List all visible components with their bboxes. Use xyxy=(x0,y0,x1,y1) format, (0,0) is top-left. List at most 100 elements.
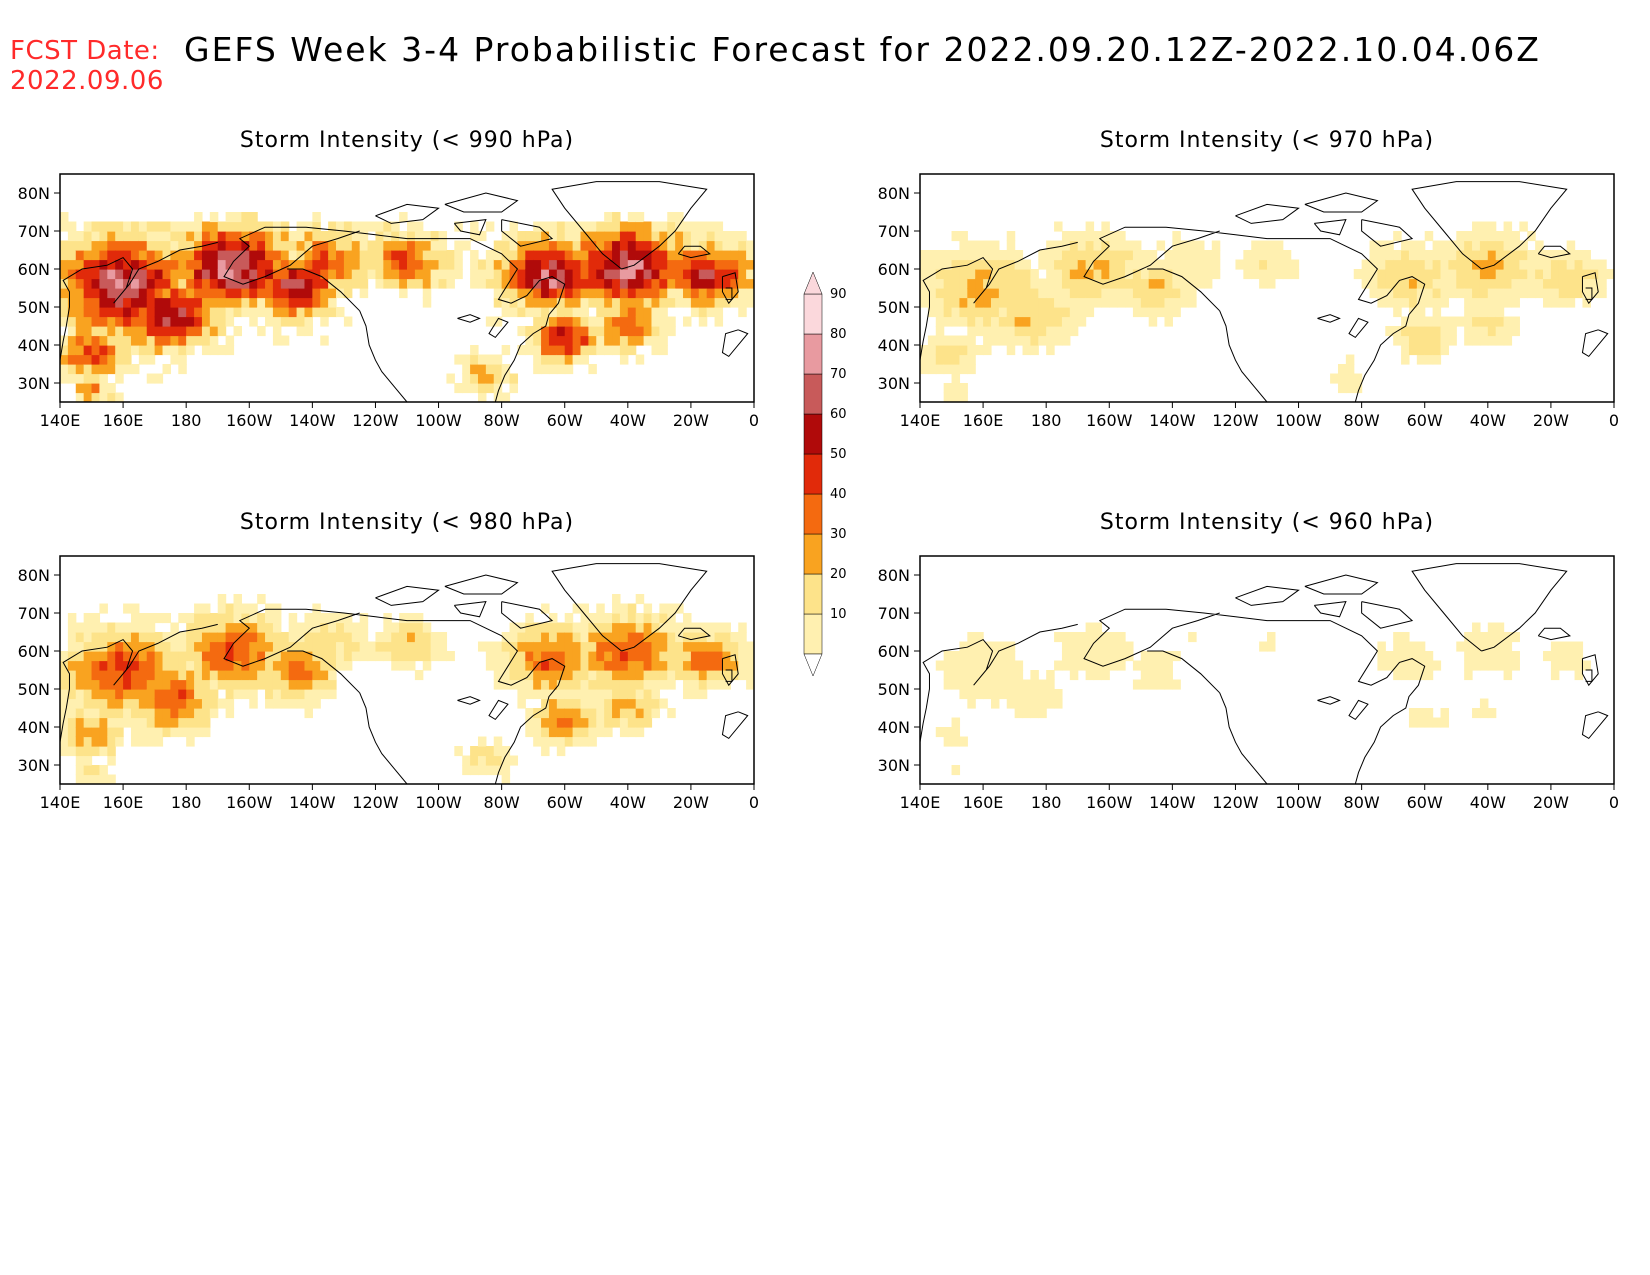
probability-cell xyxy=(998,278,1008,289)
probability-cell xyxy=(651,679,660,690)
probability-cell xyxy=(138,660,148,671)
probability-cell xyxy=(414,651,424,662)
probability-cell xyxy=(627,326,637,337)
probability-cell xyxy=(201,335,211,346)
probability-cell xyxy=(588,240,597,251)
probability-cell xyxy=(580,670,589,681)
probability-cell xyxy=(714,259,724,270)
probability-cell xyxy=(659,641,668,652)
probability-cell xyxy=(1432,259,1442,270)
probability-cell xyxy=(604,651,613,662)
probability-cell xyxy=(83,679,93,690)
probability-cell xyxy=(107,746,116,757)
probability-cell xyxy=(422,660,432,671)
probability-cell xyxy=(146,354,156,365)
probability-cell xyxy=(943,288,953,299)
probability-cell xyxy=(564,717,574,728)
probability-cell xyxy=(154,660,164,671)
probability-cell xyxy=(533,316,542,327)
map-content: 140E 160E 180 160W 140W 120W 100W 80W 60W 40W 20W 0… xyxy=(18,173,759,430)
probability-cell xyxy=(1101,651,1110,662)
probability-cell xyxy=(336,613,345,624)
probability-cell xyxy=(564,679,574,690)
probability-cell xyxy=(596,250,605,261)
probability-cell xyxy=(983,307,992,318)
probability-cell xyxy=(146,307,156,318)
lon-tick-label: 160E xyxy=(103,411,144,430)
probability-cell xyxy=(154,717,164,728)
probability-cell xyxy=(596,335,605,346)
probability-cell xyxy=(162,269,172,280)
probability-cell xyxy=(1085,307,1095,318)
probability-cell xyxy=(1022,326,1032,337)
probability-cell xyxy=(186,717,195,728)
probability-cell xyxy=(1393,288,1402,299)
probability-cell xyxy=(367,240,377,251)
probability-cell xyxy=(233,288,242,299)
probability-cell xyxy=(1069,240,1079,251)
probability-cell xyxy=(115,335,124,346)
probability-cell xyxy=(619,622,629,633)
probability-cell xyxy=(1495,632,1505,643)
probability-cell xyxy=(627,316,637,327)
probability-cell xyxy=(1156,278,1166,289)
probability-cell xyxy=(714,221,724,232)
probability-cell xyxy=(99,288,108,299)
probability-cell xyxy=(375,259,384,270)
probability-cell xyxy=(1393,250,1402,261)
probability-cell xyxy=(470,231,479,242)
probability-cell xyxy=(1109,278,1118,289)
probability-cell xyxy=(304,632,313,643)
probability-cell xyxy=(241,240,250,251)
probability-cell xyxy=(1495,288,1505,299)
probability-cell xyxy=(1267,269,1276,280)
probability-cell xyxy=(706,259,716,270)
probability-cell xyxy=(659,335,668,346)
probability-cell xyxy=(75,231,85,242)
probability-cell xyxy=(1061,316,1071,327)
probability-cell xyxy=(320,278,329,289)
probability-cell xyxy=(556,727,566,738)
probability-cell xyxy=(280,259,290,270)
probability-cell xyxy=(635,651,645,662)
probability-cell xyxy=(1440,717,1449,728)
probability-cell xyxy=(320,689,329,700)
probability-cell xyxy=(1030,278,1039,289)
probability-cell xyxy=(580,297,589,308)
probability-cell xyxy=(1061,278,1071,289)
probability-cell xyxy=(548,670,558,681)
probability-cell xyxy=(588,250,597,261)
probability-cell xyxy=(296,269,306,280)
probability-cell xyxy=(1511,278,1520,289)
probability-cell xyxy=(91,345,101,356)
lon-tick-label: 80W xyxy=(484,793,520,812)
probability-cell xyxy=(130,717,140,728)
coastline xyxy=(287,650,361,694)
probability-cell xyxy=(328,269,337,280)
probability-cell xyxy=(1038,278,1047,289)
probability-cell xyxy=(690,679,700,690)
probability-cell xyxy=(201,660,211,671)
probability-cell xyxy=(675,603,684,614)
probability-cell xyxy=(920,250,929,261)
probability-cell xyxy=(1574,670,1584,681)
coastline xyxy=(551,563,708,652)
probability-cell xyxy=(249,240,258,251)
probability-cell xyxy=(1077,269,1087,280)
probability-cell xyxy=(604,288,613,299)
probability-cell xyxy=(1440,250,1449,261)
probability-cell xyxy=(154,335,164,346)
probability-cell xyxy=(556,717,566,728)
probability-cell xyxy=(1046,679,1055,690)
probability-cell xyxy=(517,307,526,318)
probability-cell xyxy=(194,670,203,681)
probability-cell xyxy=(178,727,187,738)
probability-cell xyxy=(1132,297,1142,308)
probability-cell xyxy=(1006,269,1016,280)
probability-cell xyxy=(1188,297,1197,308)
probability-cell xyxy=(627,622,637,633)
probability-cell xyxy=(1337,383,1347,394)
probability-cell xyxy=(746,250,754,261)
probability-cell xyxy=(556,335,566,346)
probability-cell xyxy=(1140,269,1150,280)
